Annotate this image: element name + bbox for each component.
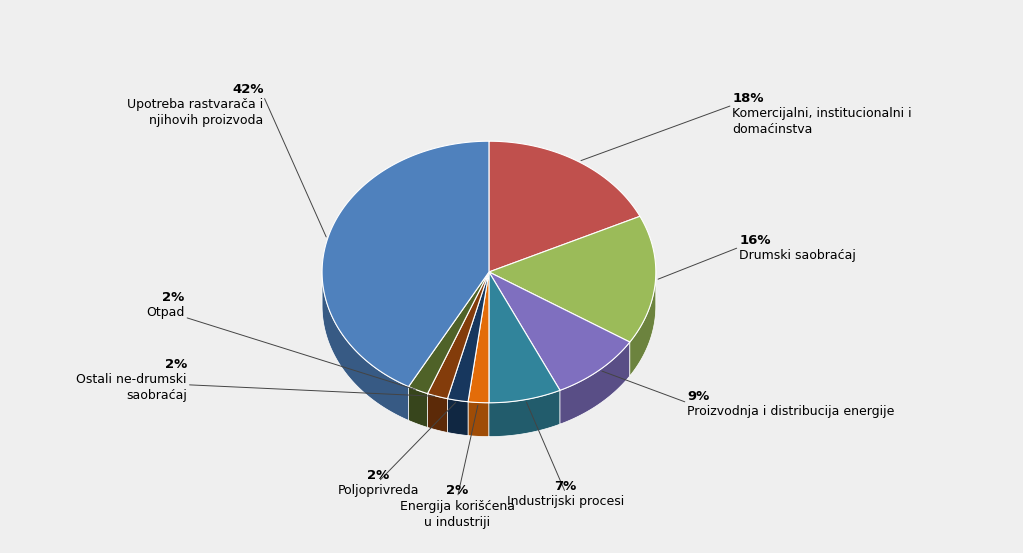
Polygon shape — [560, 342, 630, 424]
Text: Proizvodnja i distribucija energije: Proizvodnja i distribucija energije — [687, 405, 895, 418]
Polygon shape — [489, 141, 640, 272]
Polygon shape — [630, 270, 656, 376]
Polygon shape — [408, 272, 489, 394]
Text: 2%: 2% — [367, 469, 390, 482]
Polygon shape — [447, 399, 469, 436]
Text: 16%: 16% — [740, 234, 770, 247]
Text: Komercijalni, institucionalni i
domaćinstva: Komercijalni, institucionalni i domaćins… — [732, 107, 913, 137]
Text: 42%: 42% — [232, 83, 264, 96]
Polygon shape — [322, 141, 489, 387]
Text: Drumski saobraćaj: Drumski saobraćaj — [740, 249, 856, 263]
Text: 2%: 2% — [163, 290, 184, 304]
Polygon shape — [469, 401, 489, 437]
Text: 2%: 2% — [165, 358, 187, 371]
Polygon shape — [428, 394, 447, 432]
Polygon shape — [469, 272, 489, 403]
Polygon shape — [489, 272, 560, 403]
Text: Poljoprivreda: Poljoprivreda — [338, 484, 419, 497]
Text: Upotreba rastvarača i
njihovih proizvoda: Upotreba rastvarača i njihovih proizvoda — [127, 98, 264, 127]
Polygon shape — [447, 272, 489, 401]
Text: Industrijski procesi: Industrijski procesi — [507, 495, 624, 508]
Text: Otpad: Otpad — [146, 306, 184, 319]
Text: 18%: 18% — [732, 92, 764, 105]
Text: 9%: 9% — [687, 390, 710, 403]
Polygon shape — [489, 216, 656, 342]
Polygon shape — [428, 272, 489, 399]
Text: Energija korišćena
u industriji: Energija korišćena u industriji — [400, 500, 515, 529]
Polygon shape — [489, 272, 630, 390]
Text: 2%: 2% — [446, 484, 469, 498]
Polygon shape — [408, 387, 428, 427]
Text: Ostali ne-drumski
saobraćaj: Ostali ne-drumski saobraćaj — [77, 373, 187, 403]
Polygon shape — [322, 271, 408, 420]
Polygon shape — [489, 390, 560, 437]
Text: 7%: 7% — [554, 480, 577, 493]
